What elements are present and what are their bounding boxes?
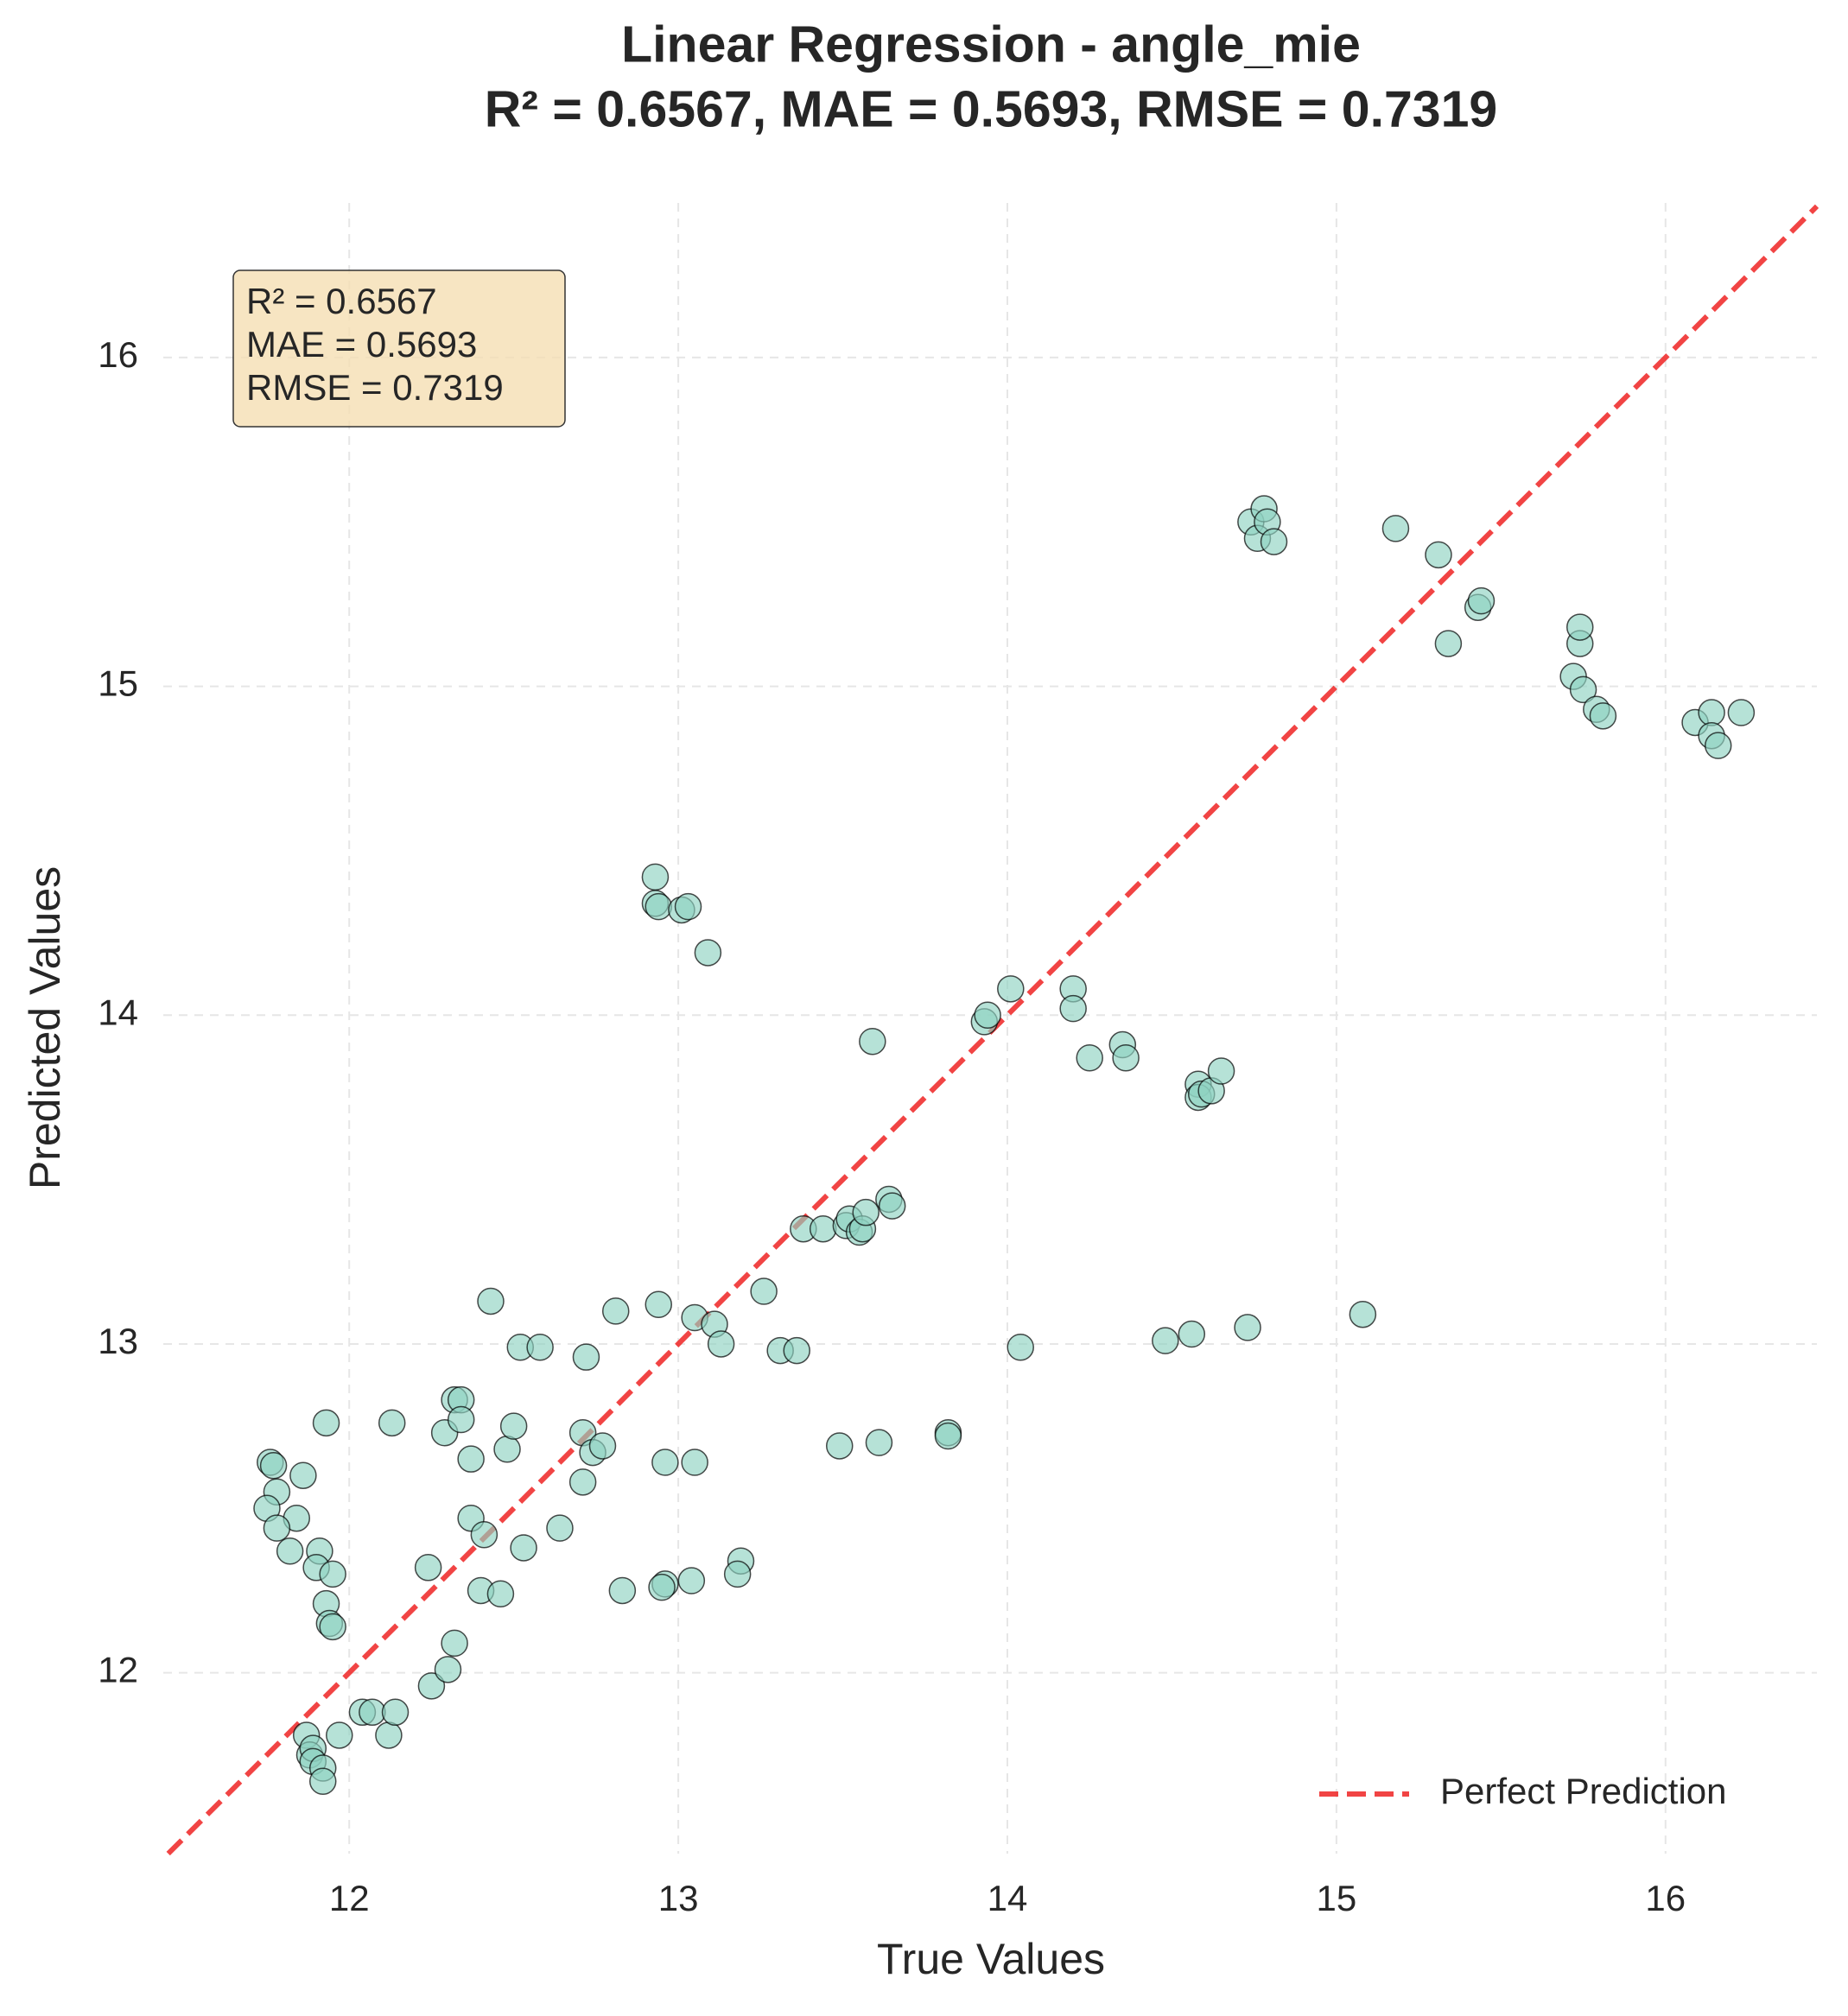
point bbox=[414, 1554, 442, 1582]
point bbox=[378, 1409, 406, 1437]
point bbox=[648, 1573, 676, 1601]
point bbox=[674, 892, 702, 921]
point bbox=[1178, 1320, 1206, 1348]
point bbox=[470, 1520, 499, 1549]
point bbox=[312, 1409, 340, 1437]
y-tick-label: 13 bbox=[98, 1321, 138, 1361]
point bbox=[608, 1576, 637, 1605]
point bbox=[1207, 1057, 1235, 1085]
point bbox=[1467, 586, 1496, 615]
point bbox=[1589, 702, 1617, 730]
chart-subtitle: R² = 0.6567, MAE = 0.5693, RMSE = 0.7319 bbox=[485, 81, 1497, 138]
y-tick-label: 12 bbox=[98, 1650, 138, 1690]
point bbox=[1059, 994, 1087, 1023]
point bbox=[707, 1330, 735, 1358]
point bbox=[1569, 675, 1597, 704]
x-tick-label: 14 bbox=[988, 1878, 1028, 1918]
point bbox=[865, 1429, 893, 1456]
point bbox=[645, 1290, 672, 1319]
y-tick-label: 14 bbox=[98, 992, 138, 1032]
point bbox=[588, 1432, 617, 1460]
y-tick-label: 15 bbox=[98, 663, 138, 704]
point bbox=[359, 1698, 386, 1727]
point bbox=[441, 1629, 468, 1658]
point bbox=[809, 1214, 837, 1243]
point bbox=[1234, 1314, 1261, 1341]
point bbox=[1007, 1334, 1034, 1361]
point bbox=[319, 1560, 346, 1588]
point bbox=[1727, 699, 1756, 726]
point bbox=[447, 1405, 475, 1434]
point bbox=[457, 1445, 485, 1473]
point bbox=[677, 1567, 706, 1594]
point bbox=[645, 892, 672, 921]
point bbox=[1566, 613, 1594, 641]
point bbox=[499, 1412, 528, 1440]
point bbox=[417, 1672, 446, 1700]
legend-label: Perfect Prediction bbox=[1440, 1771, 1727, 1811]
point bbox=[878, 1192, 906, 1220]
y-axis-label: Predicted Values bbox=[21, 866, 69, 1189]
point bbox=[694, 939, 722, 967]
point bbox=[934, 1422, 962, 1450]
point bbox=[319, 1613, 346, 1641]
point bbox=[1425, 541, 1452, 569]
x-tick-label: 12 bbox=[329, 1878, 370, 1918]
point bbox=[1434, 630, 1463, 657]
point bbox=[1704, 732, 1732, 759]
point bbox=[477, 1287, 505, 1315]
point bbox=[375, 1721, 403, 1749]
point bbox=[1260, 528, 1288, 555]
point bbox=[381, 1698, 410, 1727]
point bbox=[723, 1560, 752, 1588]
point bbox=[641, 863, 670, 891]
point bbox=[859, 1027, 886, 1056]
point bbox=[681, 1449, 708, 1476]
x-tick-label: 16 bbox=[1645, 1878, 1686, 1918]
point bbox=[526, 1334, 554, 1361]
x-axis-label: True Values bbox=[877, 1935, 1105, 1983]
point bbox=[263, 1514, 291, 1542]
point bbox=[601, 1297, 630, 1325]
point bbox=[572, 1343, 600, 1371]
point bbox=[783, 1336, 810, 1365]
point bbox=[974, 1001, 1001, 1030]
point bbox=[1076, 1044, 1103, 1072]
annotation-box bbox=[232, 269, 566, 428]
point bbox=[750, 1277, 778, 1305]
point bbox=[259, 1452, 288, 1480]
point bbox=[276, 1537, 304, 1565]
x-tick-label: 13 bbox=[658, 1878, 699, 1918]
chart-title: Linear Regression - angle_mie bbox=[621, 16, 1361, 73]
y-tick-label: 16 bbox=[98, 334, 138, 375]
point bbox=[1381, 515, 1410, 542]
point bbox=[308, 1767, 337, 1796]
point bbox=[825, 1432, 854, 1460]
point bbox=[434, 1656, 462, 1683]
point bbox=[289, 1461, 317, 1489]
point bbox=[546, 1514, 574, 1542]
point bbox=[493, 1436, 521, 1463]
point bbox=[510, 1534, 537, 1562]
annotation-text: RMSE = 0.7319 bbox=[246, 367, 504, 408]
point bbox=[1112, 1044, 1140, 1072]
x-tick-label: 15 bbox=[1317, 1878, 1357, 1918]
point bbox=[568, 1468, 597, 1496]
point bbox=[486, 1580, 515, 1608]
point bbox=[997, 975, 1025, 1003]
point bbox=[1152, 1327, 1179, 1354]
point bbox=[1698, 699, 1725, 726]
point bbox=[852, 1198, 880, 1227]
annotation-text: R² = 0.6567 bbox=[246, 281, 437, 321]
point bbox=[651, 1449, 679, 1476]
annotation-text: MAE = 0.5693 bbox=[246, 324, 477, 365]
point bbox=[1349, 1300, 1377, 1328]
point bbox=[326, 1721, 353, 1749]
